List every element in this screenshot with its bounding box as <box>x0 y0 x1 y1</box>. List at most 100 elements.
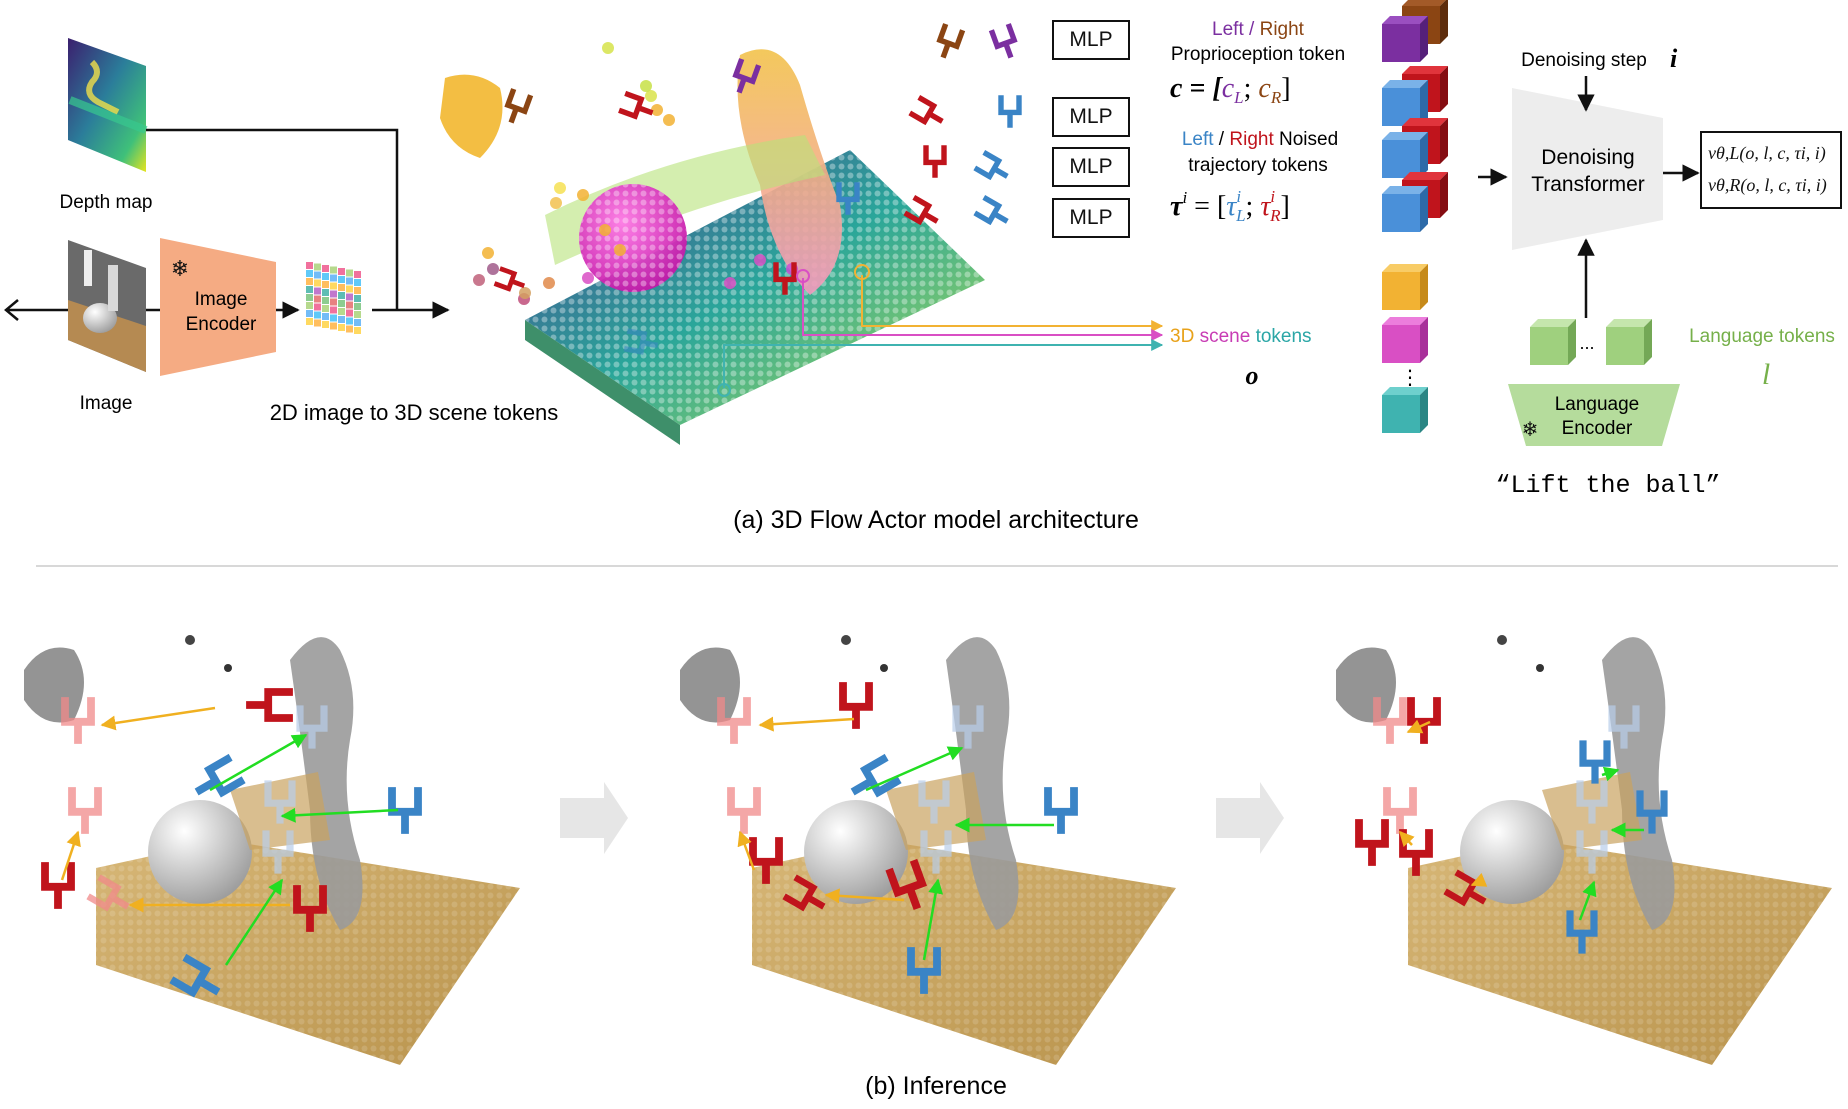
gripper <box>86 874 130 912</box>
feature-token <box>346 277 353 285</box>
token-cube <box>1382 16 1428 62</box>
gripper <box>920 830 952 874</box>
language-tokens-label: Language tokens <box>1689 326 1835 347</box>
feature-token <box>322 281 329 288</box>
gripper <box>169 953 221 998</box>
rgb-image <box>68 240 146 372</box>
feature-token <box>354 287 361 294</box>
inference-step-1-grippers <box>41 688 422 998</box>
denoising-transformer <box>1512 88 1663 250</box>
gripper <box>773 262 797 295</box>
scene-token-line-magenta <box>802 278 1164 341</box>
gripper <box>61 697 95 744</box>
feature-token <box>314 287 321 295</box>
proprio-equation: c = [cL; cR] <box>1170 73 1291 107</box>
feature-token <box>354 319 361 326</box>
feature-token <box>314 311 321 319</box>
feature-token <box>330 274 337 282</box>
scene-point <box>754 254 766 266</box>
flow-arrow <box>280 807 399 823</box>
flow-arrow <box>1601 766 1620 782</box>
gripper <box>264 780 296 824</box>
feature-token <box>354 327 361 334</box>
gripper <box>1636 790 1668 834</box>
scene-point <box>577 189 589 201</box>
robot-arm-right <box>1602 637 1675 930</box>
snowflake-icon: ❄ <box>171 257 189 282</box>
scene-tokens-symbol: o <box>1246 361 1259 390</box>
scene-point <box>724 277 736 289</box>
proprio-title: Proprioception token <box>1171 44 1345 65</box>
inference-panel <box>24 635 520 1065</box>
feature-token <box>306 310 313 317</box>
flow-arrow <box>737 830 756 871</box>
feature-token <box>346 317 353 325</box>
scene-point <box>482 247 494 259</box>
feature-token <box>306 286 313 293</box>
scene-point <box>602 42 614 54</box>
gripper <box>1399 829 1433 876</box>
gripper <box>1373 697 1407 744</box>
depth-map-label: Depth map <box>60 192 153 213</box>
velocity-output-left: vθ,L(o, l, c, τi, i) <box>1708 143 1826 163</box>
feature-token <box>322 313 329 320</box>
feature-token <box>322 265 329 272</box>
depth-connector <box>146 128 399 310</box>
flow-arrow <box>824 888 905 904</box>
svg-text:❄: ❄ <box>171 257 189 282</box>
scene-point <box>582 272 594 284</box>
gripper <box>973 150 1009 181</box>
feature-token <box>338 300 345 307</box>
gripper <box>918 780 950 824</box>
gripper <box>618 90 654 120</box>
gripper <box>1407 697 1441 744</box>
feature-token <box>306 294 313 301</box>
inference-step-2-grippers <box>717 682 1078 994</box>
feature-token <box>354 271 361 278</box>
scene-token-line-teal <box>723 339 1164 388</box>
language-encoder <box>1508 384 1680 446</box>
feature-token <box>306 278 313 285</box>
scene-token-line-orange <box>861 275 1164 332</box>
gripper <box>998 95 1022 128</box>
scene-point <box>487 263 499 275</box>
scene-point <box>554 182 566 194</box>
flow-arrow <box>209 733 308 792</box>
feature-token <box>346 301 353 309</box>
feature-token <box>346 293 353 301</box>
mlp-box-traj-2: MLP <box>1052 147 1130 187</box>
image-encoder <box>160 238 276 376</box>
scene-point <box>550 197 562 209</box>
traj-equation: τi = [τi L; τi R] <box>1170 187 1290 225</box>
language-symbol: l <box>1762 358 1770 391</box>
lift-label: 2D image to 3D scene tokens <box>270 400 559 425</box>
gripper <box>1576 830 1608 874</box>
transformer-label-1: Denoising <box>1541 146 1634 169</box>
image-encoder-label-1: Image <box>195 289 248 310</box>
gripper <box>493 266 526 292</box>
caption-a: (a) 3D Flow Actor model architecture <box>733 506 1139 534</box>
image-encoder-label-2: Encoder <box>186 314 257 335</box>
feature-token <box>330 290 337 298</box>
flow-arrow <box>922 878 944 961</box>
feature-token <box>330 314 337 322</box>
gripper <box>908 95 944 126</box>
language-ellipsis: ... <box>1579 333 1594 353</box>
gripper <box>1576 780 1608 824</box>
robot-arm-right <box>946 637 1019 930</box>
gripper <box>1383 787 1417 834</box>
gripper <box>623 328 659 355</box>
flow-arrow <box>758 716 855 732</box>
gripper <box>41 862 75 909</box>
feature-token <box>354 279 361 286</box>
feature-token-grid <box>306 262 361 334</box>
gripper <box>194 753 246 798</box>
caption-b: (b) Inference <box>865 1072 1007 1100</box>
flow-arrow <box>224 878 284 966</box>
robot-arm-left <box>1336 647 1396 723</box>
token-cube <box>1382 264 1428 310</box>
feature-token <box>330 306 337 314</box>
feature-token <box>354 303 361 310</box>
gripper <box>839 682 873 729</box>
feature-token <box>346 325 353 333</box>
